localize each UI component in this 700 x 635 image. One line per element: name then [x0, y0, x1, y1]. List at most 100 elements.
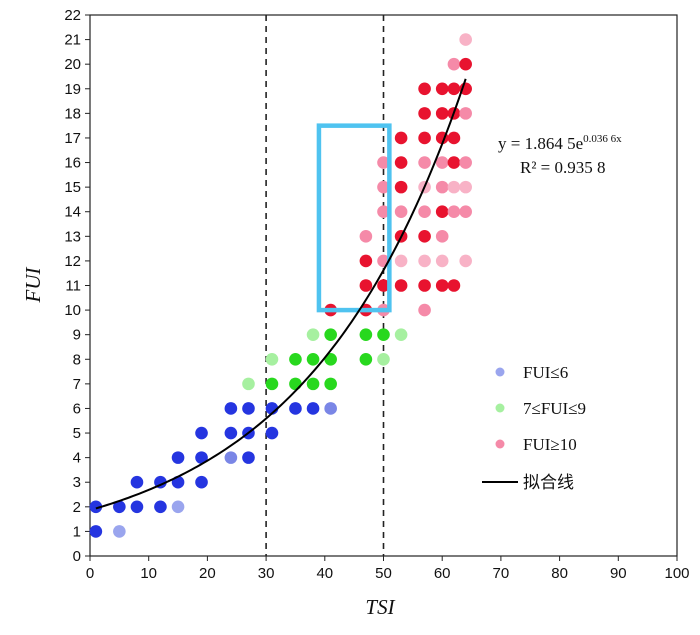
data-point — [265, 426, 279, 440]
x-tick-label: 70 — [493, 565, 510, 582]
y-tick-label: 2 — [73, 499, 81, 516]
data-point — [418, 131, 431, 145]
legend-label-low: FUI≤6 — [523, 363, 568, 382]
data-point — [224, 402, 238, 415]
data-point — [377, 279, 390, 292]
data-point — [394, 279, 408, 292]
data-point — [359, 230, 373, 243]
data-point — [418, 230, 431, 243]
data-point — [447, 82, 461, 96]
data-point — [377, 205, 390, 219]
data-point — [418, 205, 431, 219]
y-tick-label: 5 — [73, 425, 81, 442]
data-point — [359, 279, 373, 292]
data-point — [289, 377, 302, 391]
reference-lines — [265, 15, 385, 556]
data-point — [306, 377, 320, 391]
data-point — [89, 500, 103, 514]
data-point — [435, 205, 449, 219]
fit-curve — [95, 78, 467, 510]
y-tick-label: 22 — [64, 7, 81, 24]
y-tick-label: 10 — [64, 302, 81, 319]
x-tick-label: 100 — [664, 565, 689, 582]
data-point — [418, 279, 431, 292]
data-point — [394, 328, 408, 341]
data-point — [130, 475, 144, 489]
data-point — [377, 156, 390, 169]
data-point — [394, 156, 408, 169]
y-tick-label: 16 — [64, 155, 81, 172]
data-point — [359, 328, 373, 341]
legend: FUI≤6 7≤FUI≤9 FUI≥10 拟合线 — [482, 363, 586, 492]
data-point — [459, 156, 472, 169]
data-point — [459, 57, 472, 71]
y-tick-label: 11 — [65, 278, 81, 295]
data-point — [418, 156, 431, 169]
y-tick-label: 20 — [64, 56, 81, 73]
data-point — [306, 328, 320, 341]
highlight-rectangle — [316, 123, 392, 313]
data-point — [324, 328, 337, 341]
data-point — [435, 82, 449, 96]
equation-exponent: 0.036 6x — [583, 133, 622, 145]
data-point — [435, 254, 449, 268]
x-tick-label: 90 — [610, 565, 627, 582]
data-point — [435, 279, 449, 292]
data-point — [418, 254, 431, 268]
x-tick-label: 30 — [258, 565, 275, 582]
r-squared-text: R² = 0.935 8 — [520, 158, 606, 177]
y-tick-label: 4 — [73, 450, 81, 467]
data-point — [324, 402, 337, 415]
data-point — [359, 352, 373, 366]
equation-text: y = 1.864 5e0.036 6x — [498, 133, 622, 153]
data-point — [459, 107, 472, 120]
y-tick-label: 6 — [73, 400, 81, 417]
data-point — [447, 180, 461, 194]
data-point — [447, 279, 461, 292]
data-point — [459, 33, 472, 46]
data-point — [418, 82, 431, 96]
y-tick-label: 15 — [64, 179, 81, 196]
data-point — [377, 328, 390, 341]
x-tick-label: 0 — [86, 565, 94, 582]
legend-label-high: FUI≥10 — [523, 435, 577, 454]
data-point — [224, 451, 238, 464]
data-point — [394, 180, 408, 194]
data-points — [89, 33, 472, 538]
data-point — [195, 451, 208, 464]
data-point — [324, 377, 337, 391]
x-tick-labels: 0 10 20 30 40 50 60 70 80 90 100 — [86, 565, 690, 582]
x-axis-title: TSI — [365, 595, 395, 619]
data-point — [447, 205, 461, 219]
data-point — [435, 107, 449, 120]
y-tick-label: 0 — [73, 548, 81, 565]
y-tick-label: 13 — [64, 228, 81, 245]
equation-prefix: y = 1.864 5e — [498, 134, 583, 153]
data-point — [130, 500, 144, 514]
y-tick-label: 3 — [73, 474, 81, 491]
data-point — [89, 525, 103, 538]
data-point — [171, 451, 185, 464]
data-point — [289, 402, 302, 415]
data-point — [242, 377, 255, 391]
fit-equation: y = 1.864 5e0.036 6x R² = 0.935 8 — [498, 133, 622, 177]
data-point — [459, 180, 472, 194]
data-point — [265, 352, 279, 366]
y-tick-label: 1 — [73, 523, 81, 540]
y-tick-label: 14 — [64, 204, 81, 221]
y-tick-label: 21 — [64, 32, 81, 49]
legend-marker-high — [495, 439, 505, 449]
x-tick-label: 80 — [551, 565, 568, 582]
data-point — [447, 57, 461, 71]
x-tick-label: 10 — [140, 565, 157, 582]
legend-label-mid: 7≤FUI≤9 — [523, 399, 586, 418]
data-point — [195, 426, 208, 440]
data-point — [418, 303, 431, 317]
data-point — [418, 107, 431, 120]
data-point — [459, 254, 472, 268]
data-point — [394, 131, 408, 145]
data-point — [242, 451, 255, 464]
data-point — [265, 377, 279, 391]
data-point — [377, 352, 390, 366]
